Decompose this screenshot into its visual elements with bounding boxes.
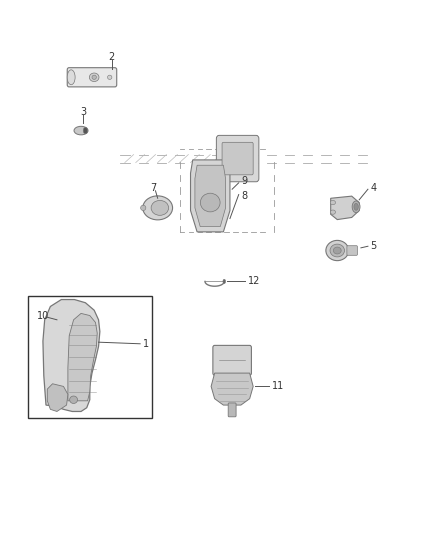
Polygon shape [68,313,97,401]
Ellipse shape [333,247,341,254]
Polygon shape [43,300,100,411]
Text: 5: 5 [370,241,376,251]
Ellipse shape [83,127,88,134]
Polygon shape [211,373,253,405]
Ellipse shape [67,70,75,85]
Ellipse shape [354,204,358,211]
Ellipse shape [143,196,173,220]
Text: 11: 11 [272,382,285,391]
Text: 7: 7 [150,183,156,193]
Ellipse shape [74,126,88,135]
Text: 4: 4 [370,183,376,193]
Ellipse shape [70,396,78,403]
Text: 1: 1 [143,339,149,349]
Ellipse shape [223,279,226,284]
FancyBboxPatch shape [222,142,253,175]
Ellipse shape [200,193,220,212]
Polygon shape [47,384,68,411]
FancyBboxPatch shape [216,135,259,182]
Polygon shape [331,196,359,220]
Text: 12: 12 [247,277,260,286]
Ellipse shape [107,75,112,79]
Ellipse shape [89,73,99,82]
Polygon shape [191,160,230,232]
FancyBboxPatch shape [28,296,152,418]
Text: 9: 9 [241,176,247,186]
Ellipse shape [92,75,96,79]
FancyBboxPatch shape [347,246,357,255]
Ellipse shape [141,205,146,211]
Ellipse shape [330,210,336,214]
FancyBboxPatch shape [228,403,236,417]
Ellipse shape [151,200,169,215]
Ellipse shape [352,201,360,213]
FancyBboxPatch shape [67,68,117,87]
Text: 3: 3 [80,107,86,117]
Text: 10: 10 [37,311,49,320]
FancyBboxPatch shape [213,345,251,375]
Text: 8: 8 [241,191,247,201]
Ellipse shape [330,200,336,205]
Text: 2: 2 [109,52,115,62]
Ellipse shape [326,240,349,261]
Polygon shape [195,165,226,227]
Ellipse shape [330,244,344,257]
